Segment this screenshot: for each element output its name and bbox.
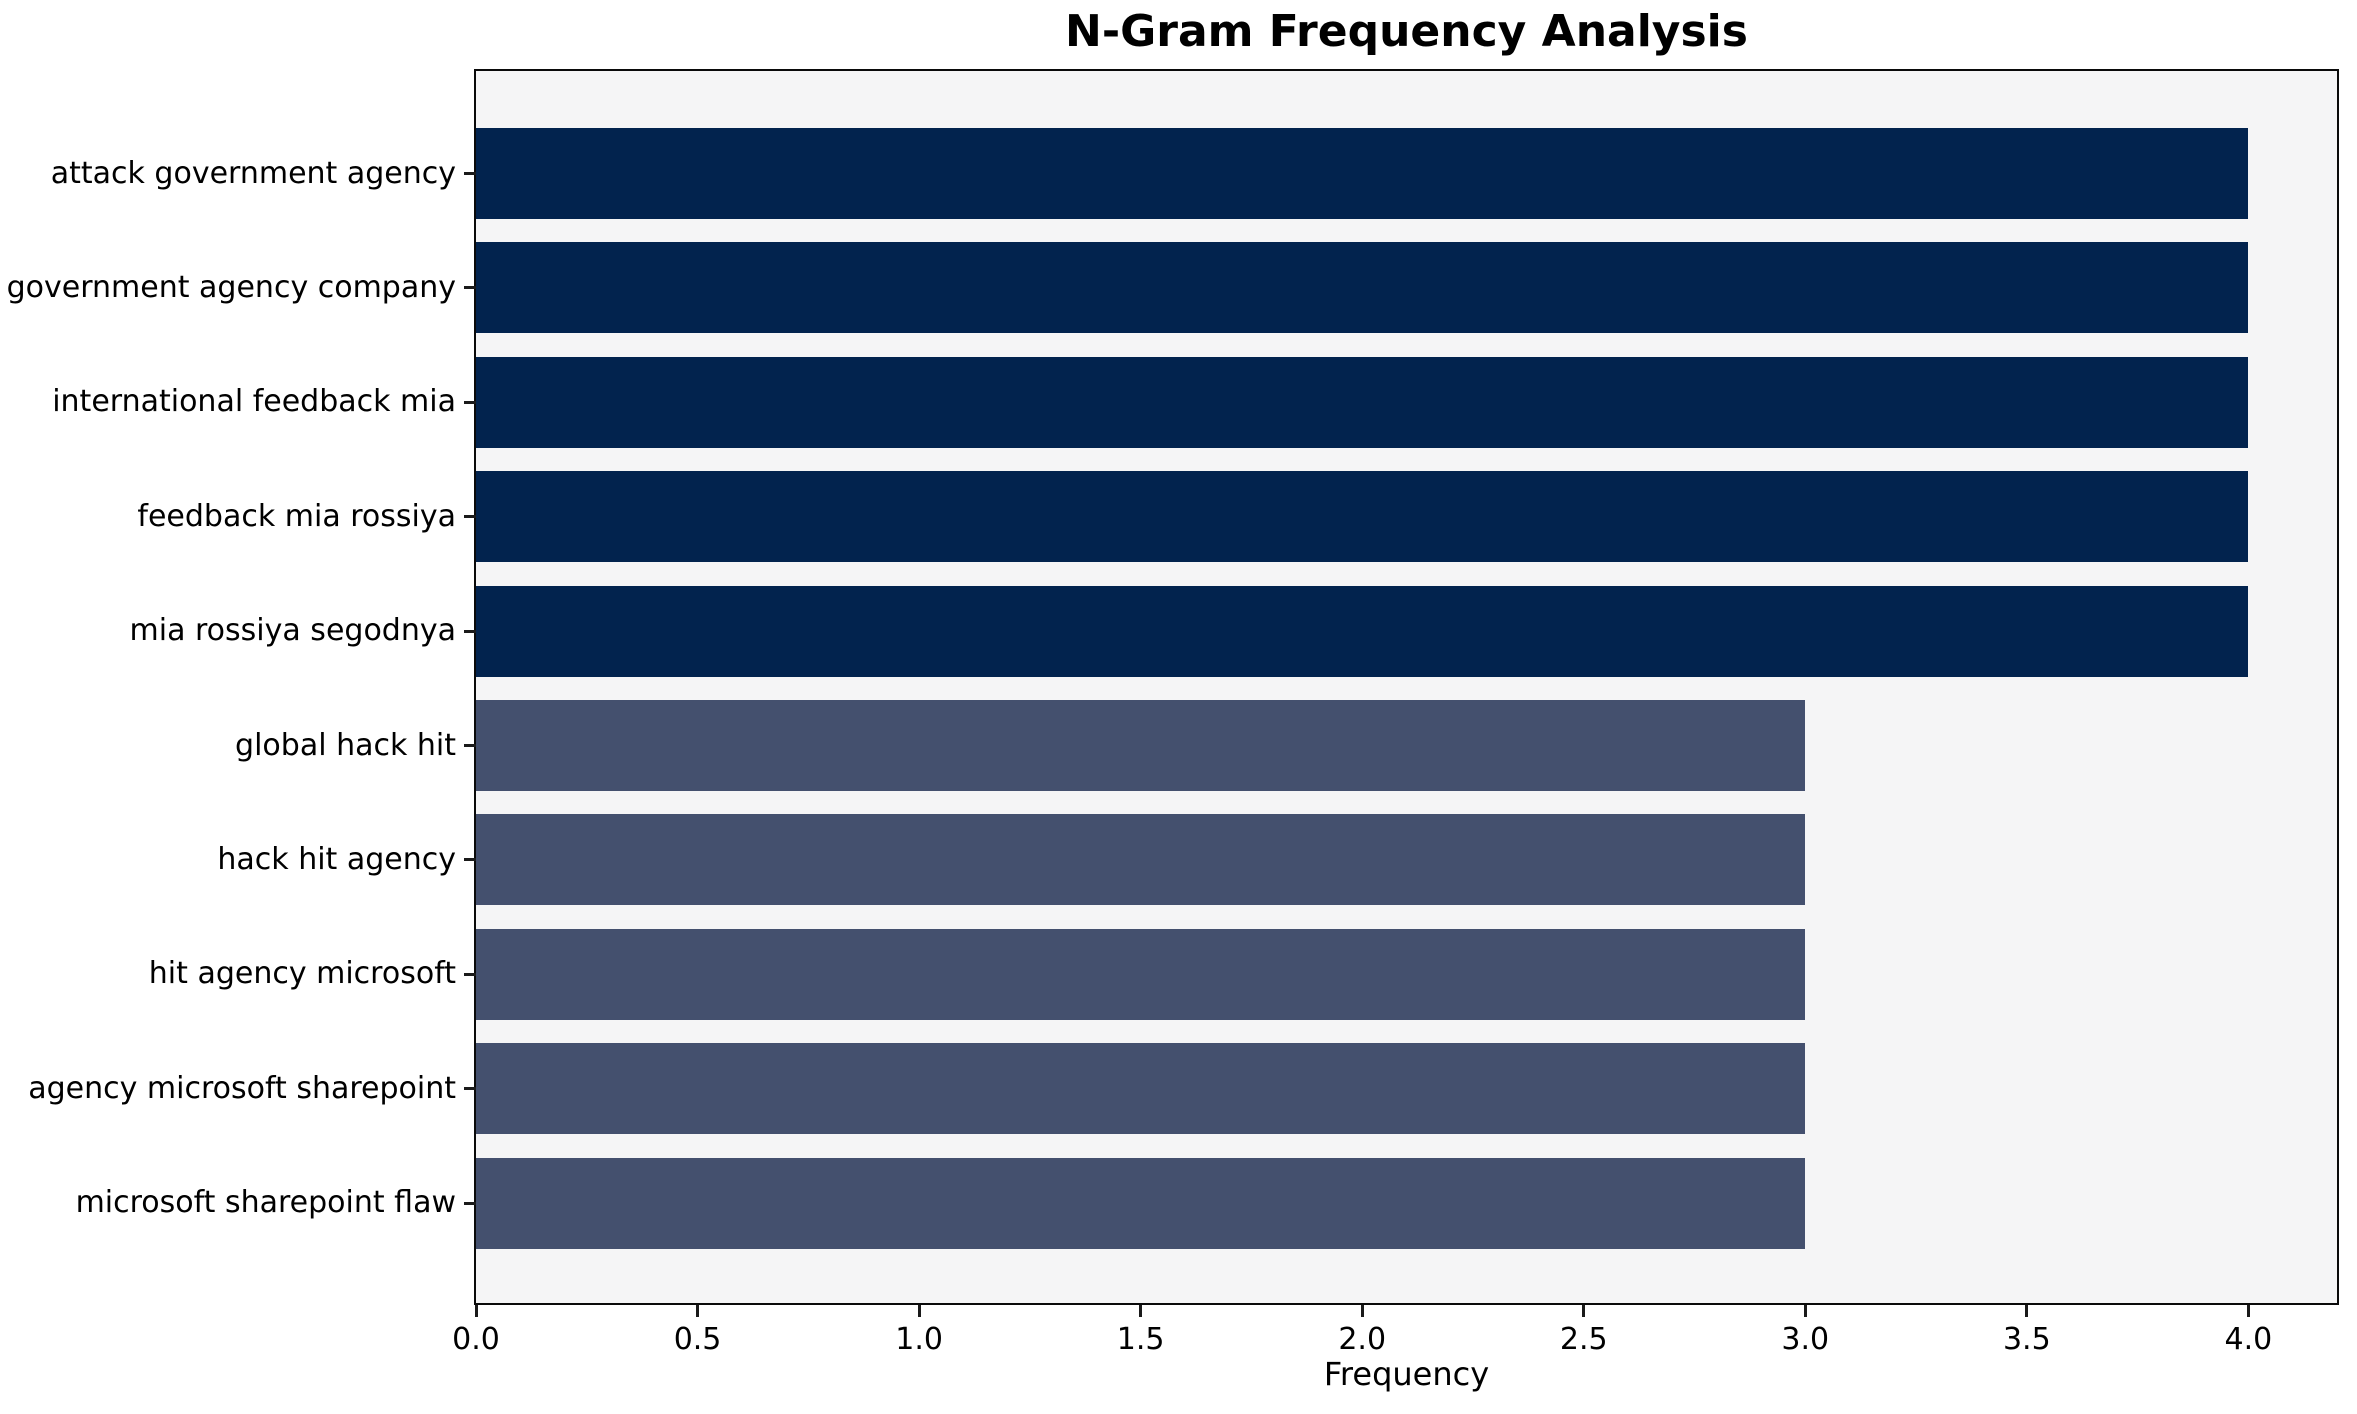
x-tick-3.0 [1803,1305,1807,1317]
x-tick-0.5 [696,1305,700,1317]
bar-3 [476,356,2249,448]
y-tick-label: microsoft sharepoint flaw [75,1185,456,1221]
y-tick-10 [464,1201,476,1205]
y-tick-7 [464,858,476,862]
x-tick-label: 2.5 [1559,1322,1608,1357]
y-tick-9 [464,1087,476,1091]
y-tick-8 [464,972,476,976]
bar-9 [476,1043,1806,1135]
bar-6 [476,700,1806,791]
x-tick-3.5 [2025,1305,2029,1317]
bar-8 [476,928,1806,1020]
y-tick-label: feedback mia rossiya [137,498,456,534]
y-tick-3 [464,400,476,404]
x-tick-1.5 [1139,1305,1143,1317]
x-axis-label: Frequency [1323,1355,1490,1393]
x-tick-label: 1.0 [895,1322,943,1357]
y-tick-label: hit agency microsoft [148,956,456,992]
bar-7 [476,814,1806,906]
x-tick-label: 0.0 [452,1322,500,1357]
y-tick-label: government agency company [6,269,456,305]
y-tick-label: attack government agency [50,155,456,191]
chart-title: N-Gram Frequency Analysis [1065,6,1748,57]
x-tick-1.0 [917,1305,921,1317]
y-tick-label: hack hit agency [217,841,456,877]
x-tick-2.5 [1582,1305,1586,1317]
y-tick-5 [464,629,476,633]
x-tick-label: 3.0 [1781,1322,1830,1357]
y-tick-1 [464,172,476,175]
y-tick-label: mia rossiya segodnya [129,613,456,649]
y-tick-4 [464,515,476,519]
x-tick-label: 4.0 [2224,1322,2273,1357]
y-tick-label: agency microsoft sharepoint [28,1070,456,1106]
x-tick-0.0 [474,1305,478,1317]
bar-4 [476,471,2249,563]
x-tick-label: 0.5 [673,1322,722,1357]
y-tick-2 [464,286,476,290]
x-tick-4.0 [2246,1305,2250,1317]
y-tick-label: global hack hit [235,727,456,763]
y-tick-6 [464,744,476,747]
y-tick-label: international feedback mia [52,384,456,420]
bar-2 [476,242,2249,334]
bar-5 [476,585,2249,677]
x-tick-label: 3.5 [2002,1322,2051,1357]
bar-1 [476,128,2249,219]
x-tick-2.0 [1360,1305,1364,1317]
bar-10 [476,1157,1806,1249]
x-tick-label: 1.5 [1116,1322,1165,1357]
x-tick-label: 2.0 [1338,1322,1387,1357]
